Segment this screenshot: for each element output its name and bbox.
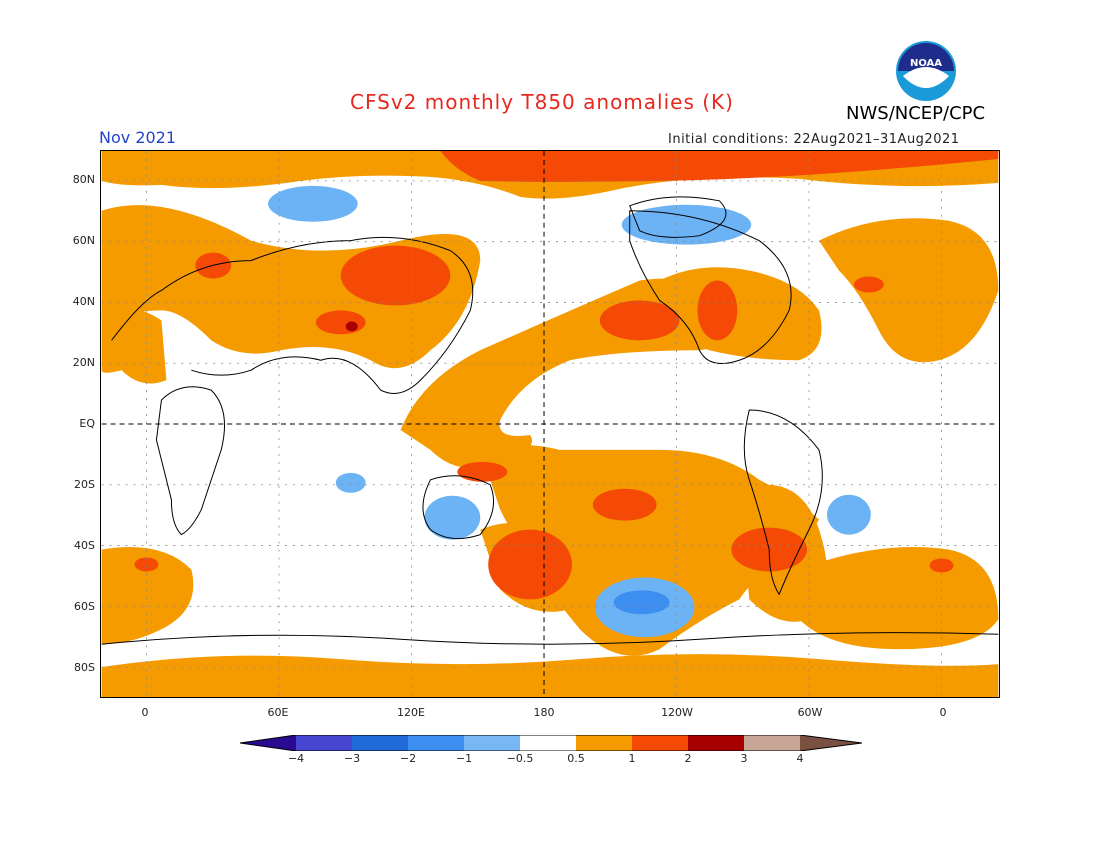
lon-label-180: 180 — [533, 706, 555, 719]
colorbar-bin-3 — [408, 735, 464, 751]
lon-label-0-east: 0 — [939, 706, 947, 719]
ne-pacific-warm-core — [599, 300, 680, 341]
forecast-month: Nov 2021 — [99, 128, 177, 147]
colorbar-label-1: 1 — [628, 752, 636, 765]
south-america-coast — [743, 409, 823, 596]
south-atlantic-cool — [826, 494, 871, 535]
antarctica-coast — [101, 632, 999, 645]
indian-ocean-cool — [335, 472, 366, 493]
north-america-warm-core — [697, 280, 738, 341]
sw-pacific-warm-core — [488, 529, 572, 600]
anomaly-redorange-regions — [134, 151, 999, 600]
lon-label-60e: 60E — [267, 706, 289, 719]
southern-indian-warm-core — [134, 557, 159, 572]
anomaly-blue-regions — [613, 590, 670, 615]
colorbar-label-neg0p5: −0.5 — [506, 752, 534, 765]
kara-sea-cool — [268, 185, 358, 222]
central-asia-warm-core — [315, 310, 366, 335]
colorbar — [240, 735, 862, 751]
atlantic-orange — [819, 218, 999, 363]
north-america-orange — [659, 267, 822, 361]
arctic-warm-core — [440, 151, 999, 182]
lat-label-40s: 40S — [74, 539, 95, 552]
anomaly-map — [100, 150, 1000, 698]
colorbar-bin-7 — [632, 735, 688, 751]
lat-label-80n: 80N — [72, 173, 95, 186]
europe-west-orange — [101, 307, 167, 384]
colorbar-label-0p5: 0.5 — [567, 752, 585, 765]
australia-cool — [424, 495, 481, 540]
coastlines — [101, 196, 999, 645]
colorbar-label-neg3: −3 — [343, 752, 361, 765]
lon-label-120e: 120E — [397, 706, 425, 719]
siberia-warm-core — [340, 245, 451, 306]
lon-label-60w: 60W — [797, 706, 823, 719]
colorbar-label-neg4: −4 — [287, 752, 305, 765]
eurasia-orange — [101, 205, 481, 369]
lat-label-60n: 60N — [72, 234, 95, 247]
colorbar-label-2: 2 — [684, 752, 692, 765]
lon-label-120w: 120W — [661, 706, 693, 719]
noaa-logo: NOAA — [896, 41, 956, 101]
agency-label: NWS/NCEP/CPC — [846, 103, 986, 124]
colorbar-bin-5 — [520, 735, 576, 751]
colorbar-bin-4 — [464, 735, 520, 751]
colorbar-label-3: 3 — [740, 752, 748, 765]
europe-asia-coast — [111, 236, 474, 394]
anomaly-darkred-regions — [345, 321, 358, 332]
lat-label-eq: EQ — [79, 417, 95, 430]
initial-conditions: Initial conditions: 22Aug2021–31Aug2021 — [668, 132, 960, 147]
lat-label-80s: 80S — [74, 661, 95, 674]
australia-coast — [422, 475, 494, 540]
southern-ocean-orange — [101, 547, 194, 645]
colorbar-bin-6 — [576, 735, 632, 751]
lat-label-60s: 60S — [74, 600, 95, 613]
south-pacific-cold-core — [613, 590, 670, 615]
chart-title: CFSv2 monthly T850 anomalies (K) — [350, 90, 734, 114]
colorbar-bin-9 — [744, 735, 800, 751]
antarctic-orange-band — [101, 654, 999, 697]
colorbar-label-neg1: −1 — [455, 752, 473, 765]
south-atlantic-orange — [799, 547, 999, 650]
colorbar-label-4: 4 — [796, 752, 804, 765]
colorbar-label-neg2: −2 — [399, 752, 417, 765]
africa-coast — [155, 386, 226, 536]
colorbar-bin-8 — [688, 735, 744, 751]
tibet-hot-spot — [345, 321, 358, 332]
greenland-coast — [629, 196, 727, 238]
lon-label-0-west: 0 — [141, 706, 149, 719]
lat-label-20n: 20N — [72, 356, 95, 369]
south-pacific-warm-core — [592, 488, 657, 521]
lat-label-20s: 20S — [74, 478, 95, 491]
colorbar-left-arrow — [240, 735, 296, 751]
anomaly-lightblue-regions — [268, 185, 871, 638]
colorbar-bin-2 — [352, 735, 408, 751]
colorbar-right-arrow — [800, 735, 862, 751]
noaa-logo-text: NOAA — [910, 58, 942, 69]
colorbar-bin-1 — [296, 735, 352, 751]
greenland-cool — [621, 204, 752, 245]
atlantic-warm-core — [853, 276, 884, 293]
lat-label-40n: 40N — [72, 295, 95, 308]
north-america-coast — [629, 210, 792, 365]
coral-sea-warm-core — [457, 461, 508, 482]
